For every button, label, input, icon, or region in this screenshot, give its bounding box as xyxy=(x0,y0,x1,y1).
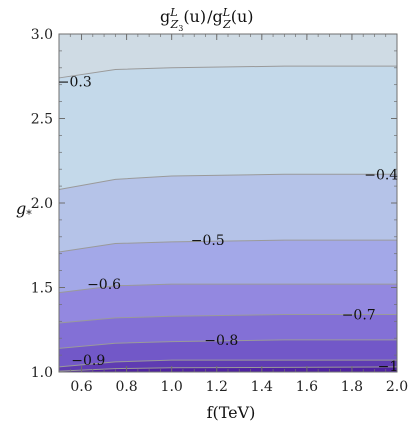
x-tick-label: 1.4 xyxy=(251,379,273,395)
x-tick-label: 0.8 xyxy=(115,379,137,395)
contour-line xyxy=(58,65,397,79)
x-tick-label: 0.6 xyxy=(70,379,92,395)
contour-label: −0.7 xyxy=(342,308,376,324)
contour-line xyxy=(58,366,398,372)
contour-lines xyxy=(58,65,398,372)
y-tick-label: 3.0 xyxy=(31,27,53,43)
contour-line xyxy=(58,339,397,349)
contour-line xyxy=(58,314,397,324)
contour-label: −0.9 xyxy=(71,353,105,369)
contour-line xyxy=(58,283,397,294)
contour-label: −0.3 xyxy=(58,74,92,90)
contour-labels: −0.3 −0.4 −0.5 −0.6 −0.7 −0.8 −0.9 −1 xyxy=(58,74,399,375)
contour-label: −0.6 xyxy=(87,277,121,293)
y-tick-label: 1.5 xyxy=(31,281,53,297)
contour-label: −0.8 xyxy=(204,333,238,349)
contour-label: −1 xyxy=(378,359,399,375)
plot-bands xyxy=(59,34,397,373)
contour-label: −0.4 xyxy=(364,167,398,183)
contour-line xyxy=(58,239,397,253)
contour-line xyxy=(58,359,397,368)
chart-title: gL Z3(u)/gL Z(u) xyxy=(160,6,254,33)
x-tick-label: 2.0 xyxy=(386,379,408,395)
y-axis-label: g* xyxy=(16,199,32,221)
x-tick-label: 1.6 xyxy=(296,379,318,395)
x-tick-label: 1.0 xyxy=(161,379,183,395)
x-tick-label: 1.2 xyxy=(206,379,228,395)
axis-ticks: 0.6 0.8 1.0 1.2 1.4 1.6 1.8 2.0 1.0 1.5 2.0 2.5 3.0 xyxy=(31,27,408,395)
x-axis-label: f(TeV) xyxy=(207,403,256,422)
y-tick-label: 1.0 xyxy=(31,365,53,381)
y-tick-label: 2.0 xyxy=(31,196,53,212)
contour-label: −0.5 xyxy=(191,233,225,249)
y-tick-label: 2.5 xyxy=(31,112,53,128)
x-tick-label: 1.8 xyxy=(341,379,363,395)
contour-line xyxy=(58,173,397,190)
